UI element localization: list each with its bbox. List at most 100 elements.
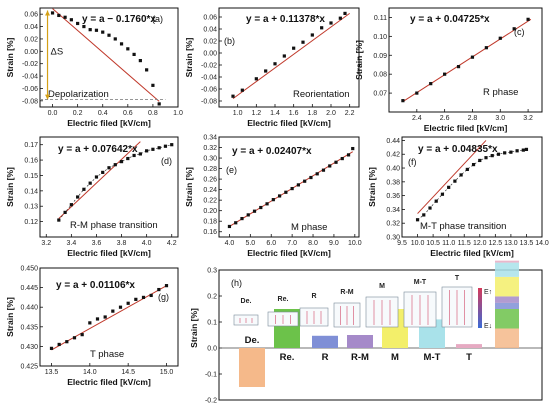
data-point (80, 333, 84, 337)
y-tick-label: 0.38 (386, 179, 400, 186)
stacked-segment (495, 302, 519, 309)
y-tick-label: 0.34 (386, 207, 400, 214)
x-tick-label: 7.0 (287, 240, 297, 247)
data-point (428, 206, 432, 210)
data-point (157, 287, 161, 292)
data-point (113, 163, 117, 167)
illustration-label: R (311, 293, 316, 300)
x-tick-label: 8.0 (308, 240, 318, 247)
data-point (310, 33, 314, 37)
y-tick-label: 0.36 (386, 193, 400, 200)
data-point (273, 62, 277, 66)
data-point (107, 33, 111, 37)
fit-line (417, 140, 487, 214)
y-tick-label: 0.08 (373, 72, 387, 79)
x-tick-label: 1.8 (307, 110, 317, 117)
data-point (484, 156, 488, 160)
data-point (57, 13, 61, 18)
data-point (329, 21, 333, 25)
stacked-segment (495, 260, 519, 263)
data-point (157, 102, 161, 106)
data-point (271, 198, 275, 202)
x-axis-label: Electric filed [kV/cm] (67, 377, 151, 387)
y-tick-label: 0.22 (203, 198, 217, 205)
y-tick-label: -0.02 (201, 63, 217, 70)
data-point (94, 28, 99, 32)
x-axis-label: Electric filed [kV/cm] (67, 118, 151, 128)
y-tick-label: 0.16 (203, 229, 217, 236)
y-tick-label: 0.00 (203, 51, 217, 58)
y-tick-label: 0.34 (203, 135, 217, 142)
y-axis-label: Strain [%] (184, 167, 194, 207)
plot-frame (39, 136, 179, 238)
x-axis-label: Electric filed [kV/cm] (247, 118, 331, 128)
data-point (259, 205, 263, 210)
x-tick-label: 1.0 (173, 110, 183, 117)
y-tick-label: -0.1 (205, 372, 217, 379)
data-point (57, 342, 61, 347)
y-axis-label: Strain [%] (354, 40, 364, 80)
y-tick-label: 0.3 (207, 268, 217, 275)
data-point (434, 199, 438, 203)
data-point (282, 54, 286, 58)
y-tick-label: 0.12 (24, 219, 38, 226)
phase-annotation: Reorientation (293, 89, 350, 100)
x-tick-label: 2.2 (345, 110, 355, 117)
illustration-label: M (379, 283, 385, 290)
phase-annotation: R phase (483, 87, 518, 98)
panel-label: (d) (161, 156, 172, 166)
panel-d: 3.2 3.4 3.6 3.8 4.0 4.2 0.12 0.13 0.14 0.15 0.16 0.… (5, 136, 179, 258)
data-point (440, 192, 445, 196)
y-tick-label: 0.14 (24, 188, 38, 195)
data-point (252, 209, 257, 213)
x-tick-label: 10.0 (348, 240, 362, 247)
y-tick-label: 0.04 (24, 24, 38, 31)
y-tick-label: 0.02 (203, 39, 217, 46)
illustration-label: T (455, 275, 460, 282)
illustration-label: Re. (278, 296, 289, 303)
fit-equation: y = a − 0.1760*x (82, 14, 156, 25)
y-tick-label: -0.06 (201, 87, 217, 94)
y-tick-label: 0.15 (24, 173, 38, 180)
y-tick-label: 0.16 (24, 158, 38, 165)
data-point (149, 293, 153, 298)
x-tick-label: 13.5 (520, 240, 534, 247)
data-point (401, 99, 405, 103)
panel-c: 2.4 2.6 2.8 3.0 3.2 0.07 0.08 0.09 0.10 0.11 Elect… (354, 7, 543, 133)
data-trend-line (417, 149, 527, 221)
data-point (240, 88, 244, 92)
y-tick-label: 0.06 (203, 15, 217, 22)
x-tick-label: 4.2 (167, 240, 177, 247)
data-point (113, 37, 117, 41)
data-point (63, 210, 67, 214)
fit-line (52, 8, 160, 102)
y-tick-label: 0.10 (373, 34, 387, 41)
panel-label: (c) (514, 27, 525, 37)
y-tick-label: 0.07 (373, 91, 387, 98)
panel-f: 9.5 10.0 10.5 11.0 11.5 12.0 12.5 13.0 13.5 14.0 0… (367, 136, 549, 258)
plot-frame (401, 136, 543, 238)
data-point (107, 166, 111, 170)
data-point (126, 156, 130, 161)
y-tick-label: 0.30 (386, 235, 400, 242)
y-tick-label: 0.445 (20, 285, 38, 292)
x-tick-label: 14.0 (83, 369, 97, 376)
fit-line (51, 285, 167, 351)
fit-equation: y = a + 0.07642*x (58, 144, 138, 155)
data-point (227, 224, 232, 229)
x-tick-label: 14.5 (121, 369, 135, 376)
data-point (57, 218, 61, 222)
x-tick-label: 1.0 (233, 110, 243, 117)
data-point (231, 94, 235, 98)
y-tick-label: 0.11 (374, 15, 387, 22)
y-axis-label: Strain [%] (367, 167, 377, 207)
category-label: R (322, 352, 329, 363)
data-point (443, 72, 447, 76)
plot-frame (218, 269, 543, 401)
data-point (151, 147, 155, 151)
data-point (509, 150, 513, 154)
data-point (328, 164, 332, 168)
bar-t (456, 344, 482, 348)
stacked-segment (495, 328, 519, 348)
y-tick-label: 0.44 (386, 138, 400, 145)
